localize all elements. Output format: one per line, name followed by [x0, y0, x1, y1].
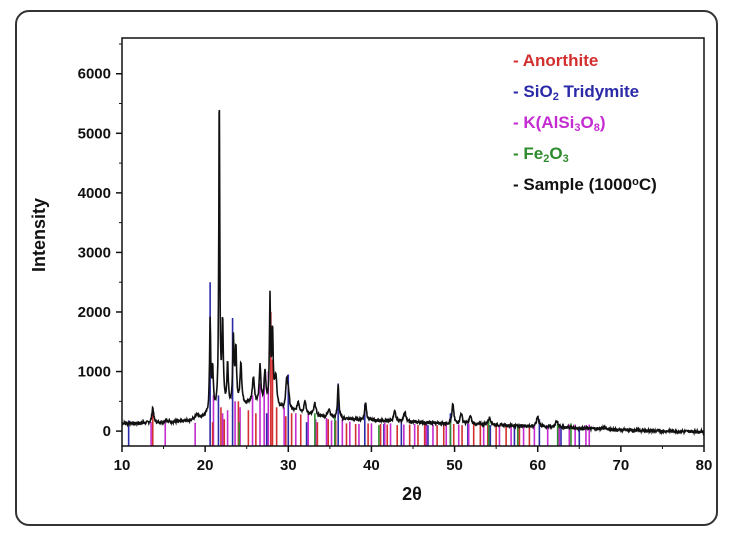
- legend-dash: -: [513, 51, 523, 70]
- legend-label-part: SiO: [523, 82, 552, 101]
- legend-label-part: 3: [563, 153, 569, 165]
- legend-label-part: 2: [553, 91, 559, 103]
- legend-item-hematite: - Fe2O3: [513, 144, 569, 165]
- legend-item-sample: - Sample (1000oC): [513, 175, 657, 194]
- legend-item-anorthite: - Anorthite: [513, 51, 598, 70]
- x-tick-label: 20: [197, 457, 214, 474]
- legend-label-part: 3: [574, 122, 580, 134]
- y-tick-label: 4000: [78, 185, 111, 202]
- sample-pattern: [121, 109, 705, 437]
- legend-label-part: O: [581, 113, 594, 132]
- x-tick-label: 60: [529, 457, 546, 474]
- y-tick-label: 6000: [78, 66, 111, 83]
- y-axis-label: Intensity: [29, 198, 49, 272]
- legend-label-part: O: [549, 144, 562, 163]
- legend-item-kfeldspar: - K(AlSi3O8): [513, 113, 606, 134]
- legend-label-part: C): [639, 175, 657, 194]
- x-tick-label: 40: [363, 457, 380, 474]
- legend-dash: -: [513, 82, 523, 101]
- legend-dash: -: [513, 144, 523, 163]
- legend-label-part: ): [600, 113, 606, 132]
- legend-item-tridymite: - SiO2 Tridymite: [513, 82, 639, 103]
- tick-labels: 10 20 30 40 50 60 70 80 0 1000 2000 3000 4000 5000 600…: [78, 66, 713, 474]
- x-axis-label: 2θ: [402, 484, 422, 504]
- y-tick-label: 1000: [78, 364, 111, 381]
- y-tick-label: 3000: [78, 244, 111, 261]
- y-tick-label: 2000: [78, 304, 111, 321]
- x-tick-label: 10: [114, 457, 131, 474]
- y-tick-label: 0: [103, 423, 111, 440]
- legend-dash: -: [513, 175, 523, 194]
- chart-frame: [15, 10, 718, 526]
- x-tick-label: 50: [446, 457, 463, 474]
- legend-label-part: Sample (1000: [523, 175, 632, 194]
- x-tick-label: 70: [613, 457, 630, 474]
- reference-patterns: [127, 282, 591, 446]
- legend-label-part: Tridymite: [559, 82, 639, 101]
- axes: [116, 37, 705, 452]
- legend-label-part: 2: [543, 153, 549, 165]
- x-tick-label: 30: [280, 457, 297, 474]
- legend-dash: -: [513, 113, 523, 132]
- x-tick-label: 80: [696, 457, 713, 474]
- sample-series-line: [121, 109, 705, 437]
- legend-label-part: Fe: [523, 144, 543, 163]
- legend: - Anorthite- SiO2 Tridymite- K(AlSi3O8)-…: [513, 51, 657, 194]
- legend-label-part: Anorthite: [523, 51, 599, 70]
- legend-label-part: K(AlSi: [523, 113, 574, 132]
- legend-label-part: o: [632, 176, 639, 188]
- y-tick-label: 5000: [78, 125, 111, 142]
- legend-label-part: 8: [594, 122, 600, 134]
